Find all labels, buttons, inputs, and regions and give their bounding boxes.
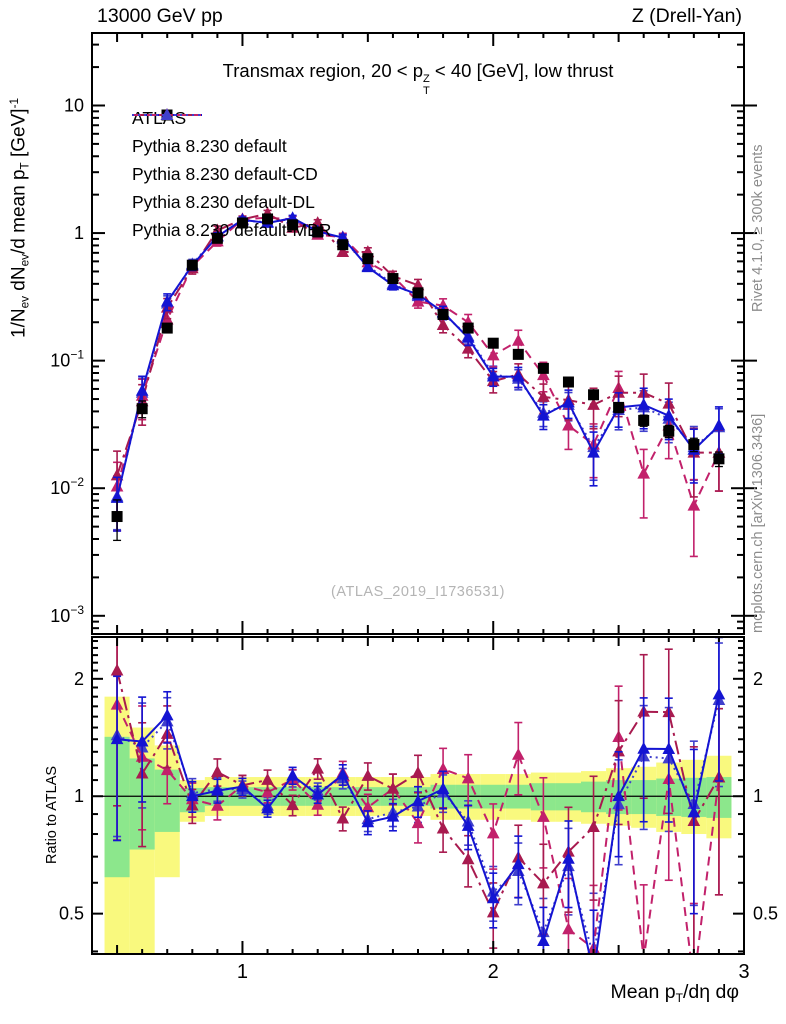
legend-label-pythia-8-230-default: Pythia 8.230 default (132, 135, 287, 156)
x-axis-label: Mean pT/dη dφ (610, 981, 739, 1006)
svg-text:1: 1 (74, 786, 84, 806)
legend-item-pythia-8-230-default-cd: Pythia 8.230 default-CD (132, 108, 331, 188)
legend-label-pythia-8-230-default-mbr: Pythia 8.230 default-MBR (132, 219, 332, 240)
svg-text:0.5: 0.5 (59, 904, 84, 924)
legend-item-pythia-8-230-default: Pythia 8.230 default (132, 108, 331, 160)
svg-text:1: 1 (237, 961, 248, 983)
mcplots-credit-note: mcplots.cern.ch [arXiv:1306.3436] (750, 413, 766, 633)
axis-ticks (92, 33, 757, 954)
header-beam-energy: 13000 GeV pp (97, 5, 223, 27)
main-series-pythia-8-230-default-mbr (110, 212, 726, 531)
legend-item-pythia-8-230-default-dl: Pythia 8.230 default-DL (132, 108, 331, 216)
main-series-atlas (111, 213, 725, 542)
ratio-series-pythia-8-230-default (110, 637, 726, 954)
header-process: Z (Drell-Yan) (631, 5, 742, 27)
svg-text:3: 3 (738, 961, 749, 983)
svg-text:10: 10 (64, 95, 84, 115)
svg-text:10−2: 10−2 (50, 475, 84, 498)
y-axis-label: 1/Nev dNev/d mean pT [GeV]-1 (8, 97, 32, 338)
analysis-watermark: (ATLAS_2019_I1736531) (331, 584, 505, 600)
svg-text:2: 2 (488, 961, 499, 983)
svg-text:1: 1 (74, 223, 84, 243)
svg-text:10−3: 10−3 (50, 603, 84, 626)
main-series-pythia-8-230-default-dl (110, 210, 726, 558)
rivet-version-note: Rivet 4.1.0, ≥ 300k events (750, 144, 766, 312)
ratio-axis-label: Ratio to ATLAS (44, 765, 60, 864)
svg-text:2: 2 (74, 669, 84, 689)
svg-text:1: 1 (753, 786, 763, 806)
legend-label-pythia-8-230-default-cd: Pythia 8.230 default-CD (132, 163, 318, 184)
legend-label-pythia-8-230-default-dl: Pythia 8.230 default-DL (132, 191, 315, 212)
legend-label-atlas: ATLAS (132, 107, 187, 128)
main-series-pythia-8-230-default (110, 211, 726, 532)
svg-text:2: 2 (753, 669, 763, 689)
legend-item-pythia-8-230-default-mbr: Pythia 8.230 default-MBR (132, 108, 332, 244)
legend-marker-pythia-8-230-default-mbr (132, 108, 202, 120)
svg-text:10−1: 10−1 (50, 348, 84, 371)
legend: ATLAS Pythia 8.230 default Pythia 8.230 de… (132, 104, 331, 244)
svg-text:0.5: 0.5 (753, 904, 778, 924)
